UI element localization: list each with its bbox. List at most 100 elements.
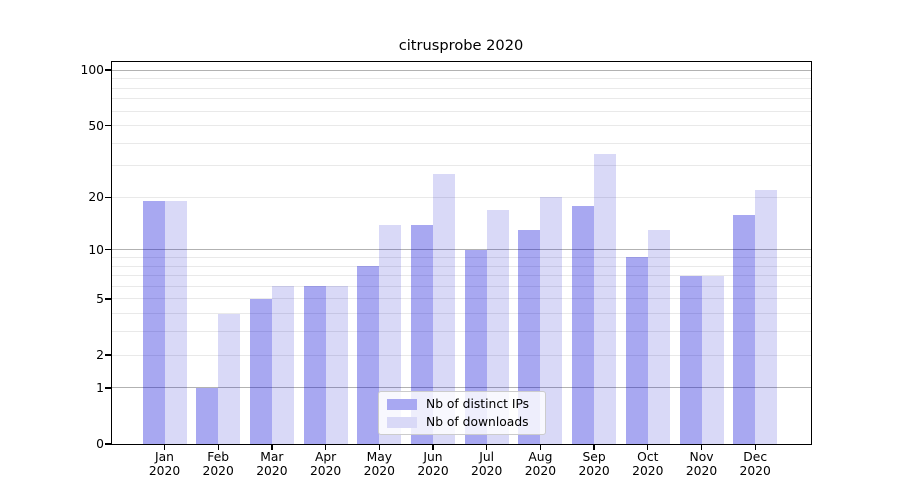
ytick-1 xyxy=(105,387,111,389)
ytick-10 xyxy=(105,249,111,251)
xtick-year-mar: 2020 xyxy=(256,463,288,478)
xtick-label-feb: Feb 2020 xyxy=(190,450,246,478)
legend: Nb of distinct IPs Nb of downloads xyxy=(378,391,546,435)
gridline-major-1 xyxy=(112,387,811,389)
bar-ips-jun xyxy=(411,224,433,444)
bar-downloads-oct xyxy=(647,230,670,444)
bar-downloads-sep xyxy=(594,153,617,444)
xtick-year-may: 2020 xyxy=(363,463,395,478)
gridline-minor-40 xyxy=(112,142,811,144)
legend-label-downloads: Nb of downloads xyxy=(426,415,529,429)
xtick-month-mar: Mar xyxy=(260,450,284,464)
xtick-nov xyxy=(700,444,703,450)
xtick-month-nov: Nov xyxy=(689,450,714,464)
bar-ips-mar xyxy=(249,298,272,444)
bar-downloads-apr xyxy=(325,286,348,444)
xtick-label-dec: Dec 2020 xyxy=(727,450,783,478)
ytick-label-0: 0 xyxy=(96,437,104,451)
legend-label-distinct-ips: Nb of distinct IPs xyxy=(426,397,530,411)
xtick-month-apr: Apr xyxy=(314,450,337,464)
xtick-month-sep: Sep xyxy=(582,450,606,464)
xtick-label-apr: Apr 2020 xyxy=(298,450,354,478)
ytick-100 xyxy=(105,69,111,71)
xtick-year-feb: 2020 xyxy=(202,463,234,478)
bar-ips-dec xyxy=(733,214,756,444)
xtick-label-may: May 2020 xyxy=(351,450,407,478)
xtick-month-may: May xyxy=(366,450,393,464)
xtick-year-apr: 2020 xyxy=(309,463,342,478)
bar-ips-may xyxy=(357,266,380,444)
xtick-may xyxy=(378,444,380,450)
gridline-minor-70 xyxy=(112,98,811,100)
xtick-oct xyxy=(647,444,649,450)
gridline-minor-7 xyxy=(112,275,811,277)
xtick-jun xyxy=(432,444,434,450)
bar-downloads-aug xyxy=(540,197,563,444)
bar-downloads-nov xyxy=(701,275,724,444)
ytick-label-1: 1 xyxy=(96,380,104,395)
xtick-year-jun: 2020 xyxy=(417,463,449,478)
ytick-label-20: 20 xyxy=(88,190,104,205)
ytick-label-100: 100 xyxy=(80,63,104,78)
xtick-label-aug: Aug 2020 xyxy=(512,450,568,478)
gridline-minor-2 xyxy=(112,354,811,356)
gridline-minor-80 xyxy=(112,87,811,89)
xtick-sep xyxy=(593,444,595,450)
ytick-2 xyxy=(105,354,111,356)
bar-downloads-jul xyxy=(486,209,509,444)
bar-downloads-may xyxy=(379,224,402,444)
ytick-5 xyxy=(105,298,111,300)
bar-ips-jan xyxy=(142,201,165,444)
bar-ips-sep xyxy=(572,205,595,444)
xtick-month-jun: Jun xyxy=(423,450,443,464)
xtick-label-jun: Jun 2020 xyxy=(405,450,461,478)
xtick-label-oct: Oct 2020 xyxy=(620,450,676,478)
plot-area: 0 1 2 5 10 20 50 100 Jan 2020 Feb 2020 Mar 2020 Apr 202… xyxy=(81,61,812,477)
bar-downloads-feb xyxy=(218,313,241,444)
bar-ips-nov xyxy=(679,275,702,444)
xtick-month-feb: Feb xyxy=(207,450,230,464)
gridline-minor-4 xyxy=(112,313,811,315)
xtick-year-aug: 2020 xyxy=(524,463,557,478)
xtick-month-oct: Oct xyxy=(637,450,659,464)
legend-swatch-downloads xyxy=(387,416,417,428)
xtick-year-sep: 2020 xyxy=(578,463,610,478)
xtick-month-aug: Aug xyxy=(528,450,553,464)
bar-downloads-jan xyxy=(164,201,187,444)
ytick-0 xyxy=(105,443,111,445)
xtick-label-sep: Sep 2020 xyxy=(566,450,622,478)
gridline-minor-5 xyxy=(112,298,811,300)
gridline-minor-3 xyxy=(112,331,811,333)
xtick-label-jan: Jan 2020 xyxy=(137,450,193,478)
xtick-label-nov: Nov 2020 xyxy=(674,450,730,478)
chart-title: citrusprobe 2020 xyxy=(398,37,524,54)
gridline-minor-90 xyxy=(112,78,811,80)
xtick-mar xyxy=(271,444,273,450)
ytick-label-2: 2 xyxy=(96,348,104,362)
legend-entry-distinct-ips: Nb of distinct IPs xyxy=(387,397,537,411)
xtick-year-jul: 2020 xyxy=(471,463,503,478)
xtick-year-jan: 2020 xyxy=(148,463,181,478)
xtick-apr xyxy=(324,444,327,450)
ytick-20 xyxy=(105,196,111,199)
xtick-dec xyxy=(754,444,756,450)
ytick-label-10: 10 xyxy=(88,242,104,257)
gridline-minor-50 xyxy=(112,125,811,127)
ytick-label-50: 50 xyxy=(88,118,104,133)
xtick-label-mar: Mar 2020 xyxy=(244,450,300,478)
gridline-major-100 xyxy=(112,69,811,71)
legend-swatch-distinct-ips xyxy=(387,398,417,410)
ytick-50 xyxy=(105,124,111,127)
legend-entry-downloads: Nb of downloads xyxy=(387,415,537,429)
xtick-aug xyxy=(539,444,542,450)
xtick-jul xyxy=(486,444,488,450)
xtick-month-dec: Dec xyxy=(743,450,768,464)
xtick-label-jul: Jul 2020 xyxy=(459,450,515,478)
xtick-month-jul: Jul xyxy=(479,450,495,464)
xtick-year-nov: 2020 xyxy=(685,463,718,478)
gridline-major-10 xyxy=(112,249,811,251)
ytick-label-5: 5 xyxy=(96,291,104,306)
gridline-minor-20 xyxy=(112,196,811,198)
bar-ips-feb xyxy=(196,387,219,444)
